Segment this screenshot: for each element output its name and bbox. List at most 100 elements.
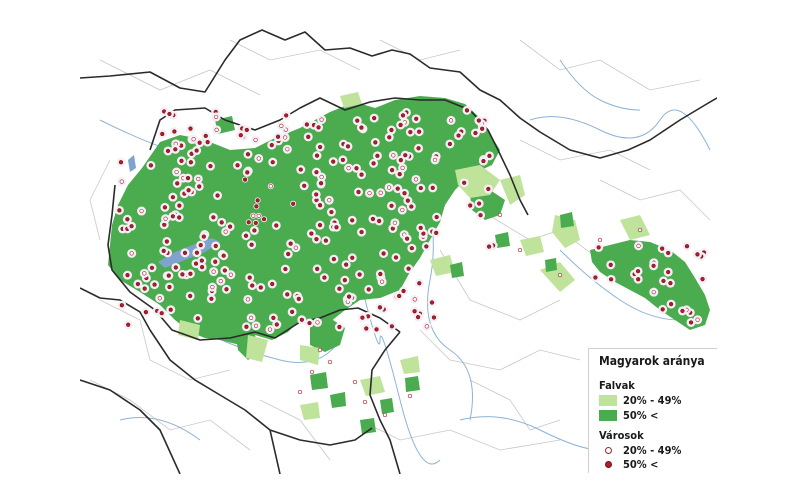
town-marker (481, 158, 486, 164)
town-marker (215, 193, 220, 198)
town-marker (243, 233, 249, 238)
town-marker (256, 213, 261, 219)
town-marker (194, 148, 199, 153)
legend-swatch-low (599, 395, 617, 406)
town-marker (408, 129, 413, 135)
town-marker (417, 129, 422, 134)
town-marker (378, 190, 383, 195)
town-marker (168, 307, 173, 312)
town-marker (251, 213, 256, 218)
town-marker (188, 126, 193, 131)
town-marker (666, 250, 671, 256)
town-marker (635, 269, 641, 274)
town-marker (344, 262, 349, 267)
town-marker (199, 258, 204, 263)
town-marker (139, 208, 144, 214)
town-marker (382, 412, 388, 418)
town-marker (182, 250, 188, 255)
town-marker (221, 253, 226, 258)
town-marker (362, 399, 368, 405)
town-marker (211, 269, 216, 274)
town-marker (477, 201, 482, 206)
town-marker (331, 159, 336, 164)
town-marker (189, 151, 194, 156)
town-marker (210, 285, 215, 290)
town-marker (392, 220, 397, 225)
town-marker (424, 324, 429, 329)
town-marker (288, 241, 293, 246)
town-marker (448, 118, 454, 123)
town-marker (177, 203, 182, 208)
town-marker (700, 276, 705, 282)
town-marker (412, 297, 417, 302)
town-marker (407, 393, 413, 399)
town-marker (125, 273, 130, 278)
town-marker (432, 157, 438, 163)
town-marker (395, 186, 400, 191)
town-marker (352, 379, 358, 385)
town-marker (497, 212, 503, 218)
town-marker (608, 262, 613, 267)
town-marker (309, 231, 314, 236)
town-marker (660, 246, 665, 251)
town-marker (416, 146, 421, 151)
legend-towns-heading: Városok (599, 429, 644, 442)
town-marker (125, 217, 130, 222)
town-marker (373, 140, 378, 145)
town-marker (209, 296, 214, 301)
town-marker (119, 303, 124, 308)
town-marker (283, 135, 288, 140)
town-marker (293, 245, 298, 250)
town-marker (213, 259, 218, 264)
town-marker (359, 125, 364, 130)
town-marker (309, 369, 315, 375)
town-marker (188, 293, 193, 299)
town-marker (390, 168, 395, 173)
town-marker (198, 243, 203, 248)
town-marker (135, 281, 141, 287)
town-marker (486, 244, 492, 249)
town-marker (157, 296, 162, 301)
town-marker (271, 315, 276, 320)
town-marker (375, 153, 380, 158)
town-marker (398, 122, 403, 128)
town-marker (279, 123, 284, 128)
town-marker (250, 283, 255, 288)
town-marker (235, 163, 240, 168)
town-marker (389, 127, 394, 133)
legend-town-high: 50% < (599, 458, 658, 471)
town-marker (323, 238, 328, 243)
town-marker (346, 166, 351, 171)
town-marker (152, 282, 157, 287)
town-marker (255, 198, 260, 203)
town-marker (688, 320, 694, 325)
town-marker (167, 284, 172, 290)
town-marker (253, 323, 259, 328)
town-marker (242, 177, 248, 182)
town-marker (197, 140, 202, 145)
town-marker (337, 286, 342, 291)
town-marker (149, 265, 155, 270)
town-marker (661, 278, 666, 284)
town-marker (274, 223, 279, 228)
town-marker (327, 359, 333, 365)
town-marker (161, 248, 166, 253)
town-marker (249, 315, 254, 321)
town-marker (377, 305, 383, 310)
town-marker (404, 236, 410, 241)
town-marker (180, 272, 185, 277)
town-marker (391, 153, 396, 158)
town-marker (387, 135, 392, 140)
town-marker (403, 153, 408, 158)
town-marker (177, 215, 182, 220)
legend-town-high-label: 50% < (623, 458, 659, 471)
town-marker (304, 122, 309, 127)
town-marker (400, 113, 406, 118)
town-marker (318, 144, 323, 150)
town-marker (291, 201, 296, 206)
town-marker (186, 188, 191, 193)
town-marker (319, 117, 324, 122)
town-marker (660, 307, 665, 312)
town-marker (297, 389, 303, 395)
town-marker (211, 215, 216, 220)
